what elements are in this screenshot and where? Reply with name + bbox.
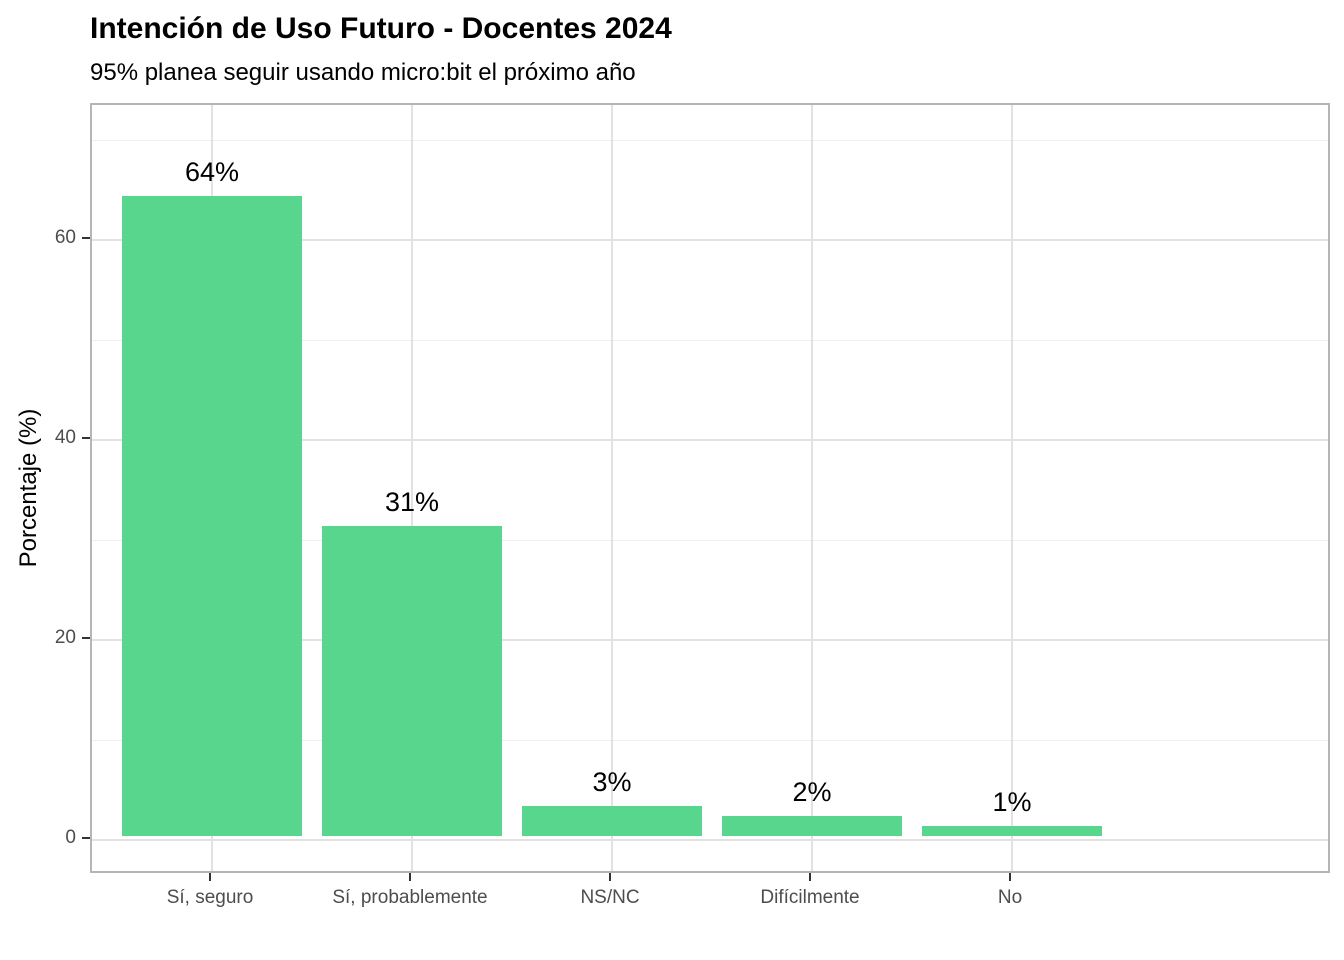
x-tick-label: No xyxy=(997,887,1023,908)
y-tick-mark xyxy=(82,437,90,439)
y-axis-title: Porcentaje (%) xyxy=(15,408,42,568)
bar-value-label: 1% xyxy=(992,787,1032,817)
minor-gridline xyxy=(92,139,1328,141)
minor-gridline xyxy=(92,339,1328,341)
major-gridline xyxy=(92,839,1328,841)
x-tick-mark xyxy=(409,873,411,881)
y-tick-label: 20 xyxy=(54,627,76,648)
bar xyxy=(922,826,1102,836)
x-tick-mark xyxy=(809,873,811,881)
bar xyxy=(122,196,302,836)
vertical-gridline xyxy=(811,105,813,871)
x-tick-label: Difícilmente xyxy=(760,887,860,908)
bar-value-label: 2% xyxy=(792,777,832,807)
bar xyxy=(522,806,702,836)
x-tick-mark xyxy=(1009,873,1011,881)
minor-gridline xyxy=(92,739,1328,741)
chart-title: Intención de Uso Futuro - Docentes 2024 xyxy=(90,12,672,45)
x-tick-mark xyxy=(609,873,611,881)
bar xyxy=(722,816,902,836)
vertical-gridline xyxy=(1011,105,1013,871)
x-tick-label: Sí, probablemente xyxy=(332,887,488,908)
y-tick-mark xyxy=(82,837,90,839)
vertical-gridline xyxy=(411,105,413,871)
major-gridline xyxy=(92,639,1328,641)
bar-value-label: 3% xyxy=(592,767,632,797)
bar xyxy=(322,526,502,836)
bar-value-label: 31% xyxy=(384,487,440,517)
y-tick-label: 40 xyxy=(54,427,76,448)
minor-gridline xyxy=(92,539,1328,541)
major-gridline xyxy=(92,239,1328,241)
x-tick-label: Sí, seguro xyxy=(166,887,254,908)
y-tick-mark xyxy=(82,637,90,639)
y-tick-label: 0 xyxy=(65,827,76,848)
x-tick-label: NS/NC xyxy=(580,887,640,908)
y-tick-label: 60 xyxy=(54,227,76,248)
vertical-gridline xyxy=(611,105,613,871)
chart-subtitle: 95% planea seguir usando micro:bit el pr… xyxy=(90,59,636,86)
major-gridline xyxy=(92,439,1328,441)
plot-panel: 64% 31% 3% 2% 1% xyxy=(90,103,1330,873)
bar-value-label: 64% xyxy=(184,157,240,187)
x-tick-mark xyxy=(209,873,211,881)
y-tick-mark xyxy=(82,237,90,239)
